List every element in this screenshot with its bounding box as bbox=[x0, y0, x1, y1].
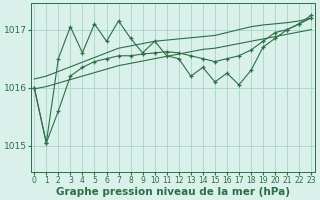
X-axis label: Graphe pression niveau de la mer (hPa): Graphe pression niveau de la mer (hPa) bbox=[56, 187, 290, 197]
